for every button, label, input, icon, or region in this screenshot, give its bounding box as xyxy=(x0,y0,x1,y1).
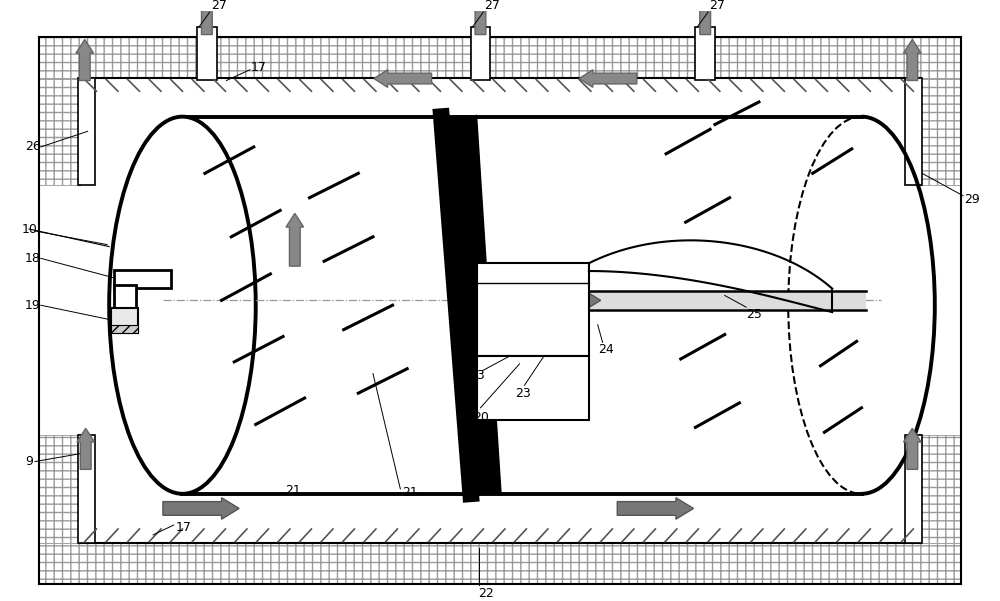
Bar xyxy=(477,263,589,356)
FancyArrow shape xyxy=(904,429,921,469)
FancyArrow shape xyxy=(374,70,432,87)
Bar xyxy=(905,435,922,543)
Bar xyxy=(920,435,961,543)
Bar xyxy=(111,308,138,332)
FancyArrow shape xyxy=(286,213,304,266)
FancyArrow shape xyxy=(77,429,95,469)
Text: 17: 17 xyxy=(251,61,267,75)
FancyArrow shape xyxy=(163,498,239,519)
Text: 24: 24 xyxy=(598,343,613,356)
Bar xyxy=(39,78,80,185)
Text: 21: 21 xyxy=(285,484,301,498)
Bar xyxy=(39,37,961,78)
Bar xyxy=(905,78,922,185)
Text: 10: 10 xyxy=(21,222,37,236)
Bar xyxy=(477,356,589,419)
FancyArrow shape xyxy=(529,290,601,311)
Text: 29: 29 xyxy=(964,193,980,206)
Text: 27: 27 xyxy=(484,0,500,12)
FancyArrow shape xyxy=(76,40,94,81)
Bar xyxy=(495,291,866,309)
Text: 26: 26 xyxy=(25,141,41,153)
FancyArrow shape xyxy=(198,0,216,35)
Text: 23: 23 xyxy=(515,386,530,400)
Bar xyxy=(471,27,490,79)
Text: 17: 17 xyxy=(176,520,191,534)
Bar xyxy=(920,78,961,185)
Bar xyxy=(197,27,217,79)
Bar xyxy=(78,78,95,185)
Bar xyxy=(182,117,862,494)
FancyArrow shape xyxy=(617,498,693,519)
Text: 25: 25 xyxy=(746,308,762,322)
Text: 27: 27 xyxy=(709,0,725,12)
Bar xyxy=(39,435,80,543)
Text: 20: 20 xyxy=(473,411,489,424)
Bar xyxy=(111,325,138,332)
Text: 19: 19 xyxy=(25,299,41,312)
FancyArrow shape xyxy=(579,70,637,87)
FancyArrow shape xyxy=(696,0,714,35)
Text: 22: 22 xyxy=(479,587,494,600)
Text: 18: 18 xyxy=(25,252,41,265)
Bar xyxy=(114,285,136,310)
FancyArrow shape xyxy=(472,0,489,35)
FancyArrow shape xyxy=(904,40,921,81)
Bar xyxy=(78,435,95,543)
Bar xyxy=(114,270,171,288)
Polygon shape xyxy=(436,117,500,494)
Ellipse shape xyxy=(109,117,256,494)
Bar xyxy=(695,27,715,79)
Text: 27: 27 xyxy=(211,0,227,12)
Text: 21: 21 xyxy=(402,486,418,499)
Text: 23: 23 xyxy=(469,369,484,382)
Text: 9: 9 xyxy=(25,455,33,468)
Bar xyxy=(39,543,961,584)
